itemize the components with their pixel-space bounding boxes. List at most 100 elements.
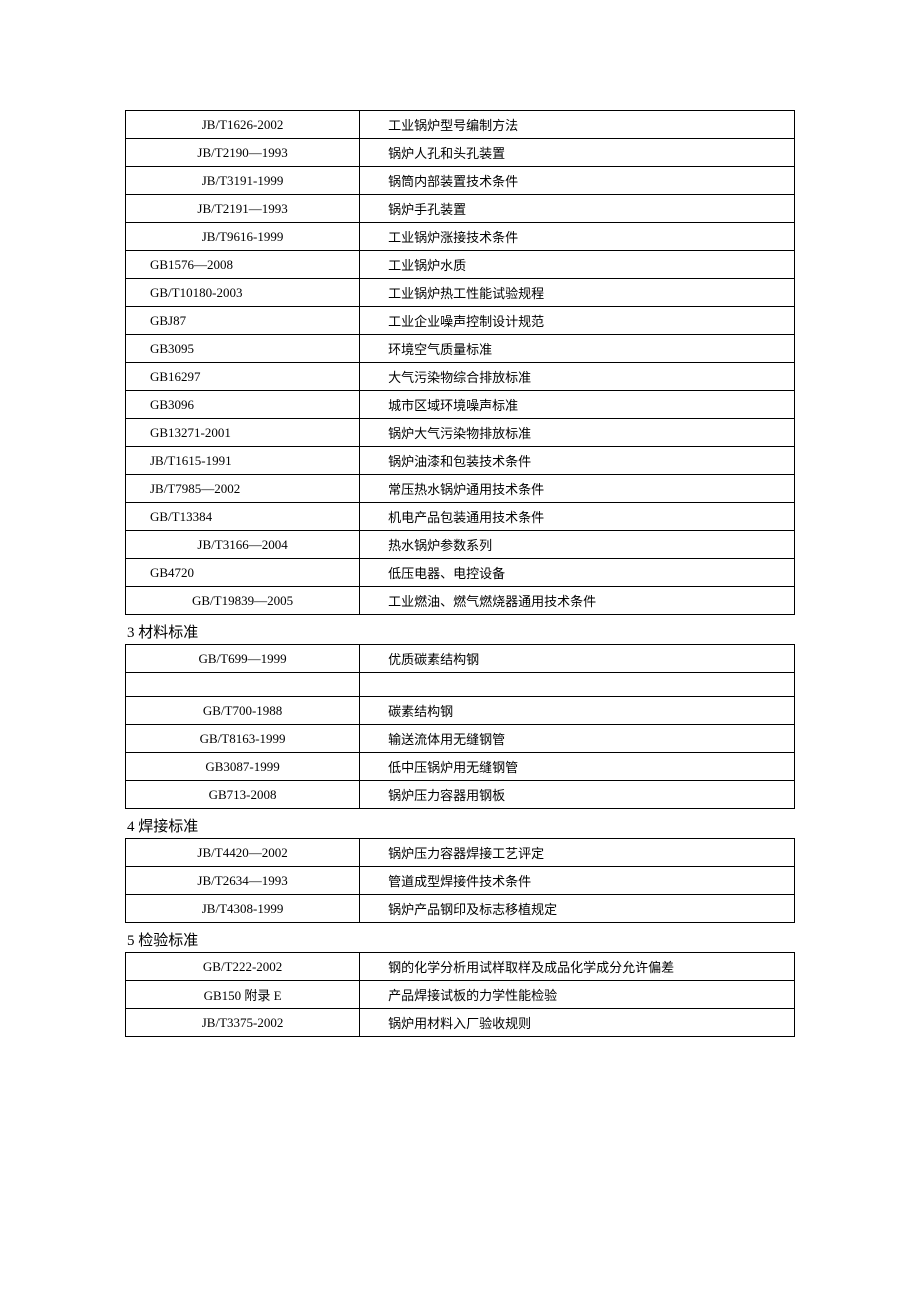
- section5-heading: 5 检验标准: [125, 929, 795, 950]
- section4-body: JB/T4420—2002锅炉压力容器焊接工艺评定JB/T2634—1993管道…: [126, 839, 795, 923]
- standard-description: [360, 673, 795, 697]
- table1-body: JB/T1626-2002工业锅炉型号编制方法JB/T2190—1993锅炉人孔…: [126, 111, 795, 615]
- standard-code: JB/T3191-1999: [126, 167, 360, 195]
- table-row: JB/T7985—2002常压热水锅炉通用技术条件: [126, 475, 795, 503]
- table-row: JB/T3166—2004热水锅炉参数系列: [126, 531, 795, 559]
- table-row: GB/T700-1988碳素结构钢: [126, 697, 795, 725]
- standard-description: 锅炉压力容器用钢板: [360, 781, 795, 809]
- standard-code: GB1576—2008: [126, 251, 360, 279]
- standard-code: GB3095: [126, 335, 360, 363]
- table-row: JB/T3191-1999锅筒内部装置技术条件: [126, 167, 795, 195]
- table-row: GB3096城市区域环境噪声标准: [126, 391, 795, 419]
- standard-code: GB/T700-1988: [126, 697, 360, 725]
- table-row: [126, 673, 795, 697]
- standards-table-5: GB/T222-2002钢的化学分析用试样取样及成品化学成分允许偏差GB150 …: [125, 952, 795, 1037]
- table-row: GB3087-1999低中压锅炉用无缝钢管: [126, 753, 795, 781]
- section3-body: GB/T699—1999优质碳素结构钢GB/T700-1988碳素结构钢GB/T…: [126, 645, 795, 809]
- standard-code: JB/T3166—2004: [126, 531, 360, 559]
- standard-code: JB/T1626-2002: [126, 111, 360, 139]
- standards-table-4: JB/T4420—2002锅炉压力容器焊接工艺评定JB/T2634—1993管道…: [125, 838, 795, 923]
- table-row: GB16297大气污染物综合排放标准: [126, 363, 795, 391]
- table-row: GB/T13384机电产品包装通用技术条件: [126, 503, 795, 531]
- standard-code: [126, 673, 360, 697]
- standard-code: GB3087-1999: [126, 753, 360, 781]
- table-row: GB/T8163-1999输送流体用无缝钢管: [126, 725, 795, 753]
- table-row: JB/T9616-1999工业锅炉涨接技术条件: [126, 223, 795, 251]
- table-row: GB13271-2001锅炉大气污染物排放标准: [126, 419, 795, 447]
- standard-description: 锅炉用材料入厂验收规则: [360, 1009, 795, 1037]
- standard-code: GB/T13384: [126, 503, 360, 531]
- standard-description: 大气污染物综合排放标准: [360, 363, 795, 391]
- standard-description: 机电产品包装通用技术条件: [360, 503, 795, 531]
- section4-heading: 4 焊接标准: [125, 815, 795, 836]
- table-row: GBJ87工业企业噪声控制设计规范: [126, 307, 795, 335]
- standard-code: JB/T2190—1993: [126, 139, 360, 167]
- standard-code: GB/T10180-2003: [126, 279, 360, 307]
- standard-description: 工业燃油、燃气燃烧器通用技术条件: [360, 587, 795, 615]
- standard-code: GB3096: [126, 391, 360, 419]
- standard-description: 锅炉手孔装置: [360, 195, 795, 223]
- table-row: GB713-2008锅炉压力容器用钢板: [126, 781, 795, 809]
- standard-code: GBJ87: [126, 307, 360, 335]
- standard-description: 低中压锅炉用无缝钢管: [360, 753, 795, 781]
- standard-code: GB/T699—1999: [126, 645, 360, 673]
- standard-code: GB/T19839—2005: [126, 587, 360, 615]
- standard-code: JB/T4308-1999: [126, 895, 360, 923]
- standard-description: 管道成型焊接件技术条件: [360, 867, 795, 895]
- standard-code: JB/T3375-2002: [126, 1009, 360, 1037]
- table-row: GB/T19839—2005工业燃油、燃气燃烧器通用技术条件: [126, 587, 795, 615]
- standard-code: JB/T2634—1993: [126, 867, 360, 895]
- standard-description: 环境空气质量标准: [360, 335, 795, 363]
- table-row: GB/T10180-2003工业锅炉热工性能试验规程: [126, 279, 795, 307]
- standards-table-3: GB/T699—1999优质碳素结构钢GB/T700-1988碳素结构钢GB/T…: [125, 644, 795, 809]
- standard-code: GB/T8163-1999: [126, 725, 360, 753]
- standard-description: 工业锅炉水质: [360, 251, 795, 279]
- standard-code: JB/T1615-1991: [126, 447, 360, 475]
- standard-description: 热水锅炉参数系列: [360, 531, 795, 559]
- standard-code: GB713-2008: [126, 781, 360, 809]
- table-row: GB1576—2008工业锅炉水质: [126, 251, 795, 279]
- standard-description: 锅炉大气污染物排放标准: [360, 419, 795, 447]
- standard-description: 锅炉人孔和头孔装置: [360, 139, 795, 167]
- standard-description: 常压热水锅炉通用技术条件: [360, 475, 795, 503]
- standard-code: JB/T4420—2002: [126, 839, 360, 867]
- standard-code: GB16297: [126, 363, 360, 391]
- table-row: GB3095环境空气质量标准: [126, 335, 795, 363]
- standard-code: GB4720: [126, 559, 360, 587]
- standard-description: 锅筒内部装置技术条件: [360, 167, 795, 195]
- standard-description: 锅炉产品钢印及标志移植规定: [360, 895, 795, 923]
- standard-description: 工业锅炉热工性能试验规程: [360, 279, 795, 307]
- table-row: JB/T2190—1993锅炉人孔和头孔装置: [126, 139, 795, 167]
- table-row: JB/T1626-2002工业锅炉型号编制方法: [126, 111, 795, 139]
- standard-description: 工业锅炉涨接技术条件: [360, 223, 795, 251]
- standard-code: GB150 附录 E: [126, 981, 360, 1009]
- standard-description: 产品焊接试板的力学性能检验: [360, 981, 795, 1009]
- standard-description: 锅炉压力容器焊接工艺评定: [360, 839, 795, 867]
- standard-description: 钢的化学分析用试样取样及成品化学成分允许偏差: [360, 953, 795, 981]
- section3-heading: 3 材料标准: [125, 621, 795, 642]
- standard-description: 工业企业噪声控制设计规范: [360, 307, 795, 335]
- table-row: GB150 附录 E产品焊接试板的力学性能检验: [126, 981, 795, 1009]
- standard-description: 输送流体用无缝钢管: [360, 725, 795, 753]
- section5-body: GB/T222-2002钢的化学分析用试样取样及成品化学成分允许偏差GB150 …: [126, 953, 795, 1037]
- standard-code: JB/T7985—2002: [126, 475, 360, 503]
- standard-description: 城市区域环境噪声标准: [360, 391, 795, 419]
- standard-code: JB/T2191—1993: [126, 195, 360, 223]
- table-row: GB/T222-2002钢的化学分析用试样取样及成品化学成分允许偏差: [126, 953, 795, 981]
- table-row: JB/T1615-1991锅炉油漆和包装技术条件: [126, 447, 795, 475]
- standards-table-1: JB/T1626-2002工业锅炉型号编制方法JB/T2190—1993锅炉人孔…: [125, 110, 795, 615]
- standard-description: 低压电器、电控设备: [360, 559, 795, 587]
- table-row: JB/T2191—1993锅炉手孔装置: [126, 195, 795, 223]
- table-row: JB/T4308-1999锅炉产品钢印及标志移植规定: [126, 895, 795, 923]
- standard-code: GB/T222-2002: [126, 953, 360, 981]
- standard-description: 锅炉油漆和包装技术条件: [360, 447, 795, 475]
- table-row: JB/T4420—2002锅炉压力容器焊接工艺评定: [126, 839, 795, 867]
- table-row: GB4720低压电器、电控设备: [126, 559, 795, 587]
- table-row: JB/T3375-2002锅炉用材料入厂验收规则: [126, 1009, 795, 1037]
- standard-code: GB13271-2001: [126, 419, 360, 447]
- standard-code: JB/T9616-1999: [126, 223, 360, 251]
- table-row: JB/T2634—1993管道成型焊接件技术条件: [126, 867, 795, 895]
- table-row: GB/T699—1999优质碳素结构钢: [126, 645, 795, 673]
- standard-description: 碳素结构钢: [360, 697, 795, 725]
- standard-description: 工业锅炉型号编制方法: [360, 111, 795, 139]
